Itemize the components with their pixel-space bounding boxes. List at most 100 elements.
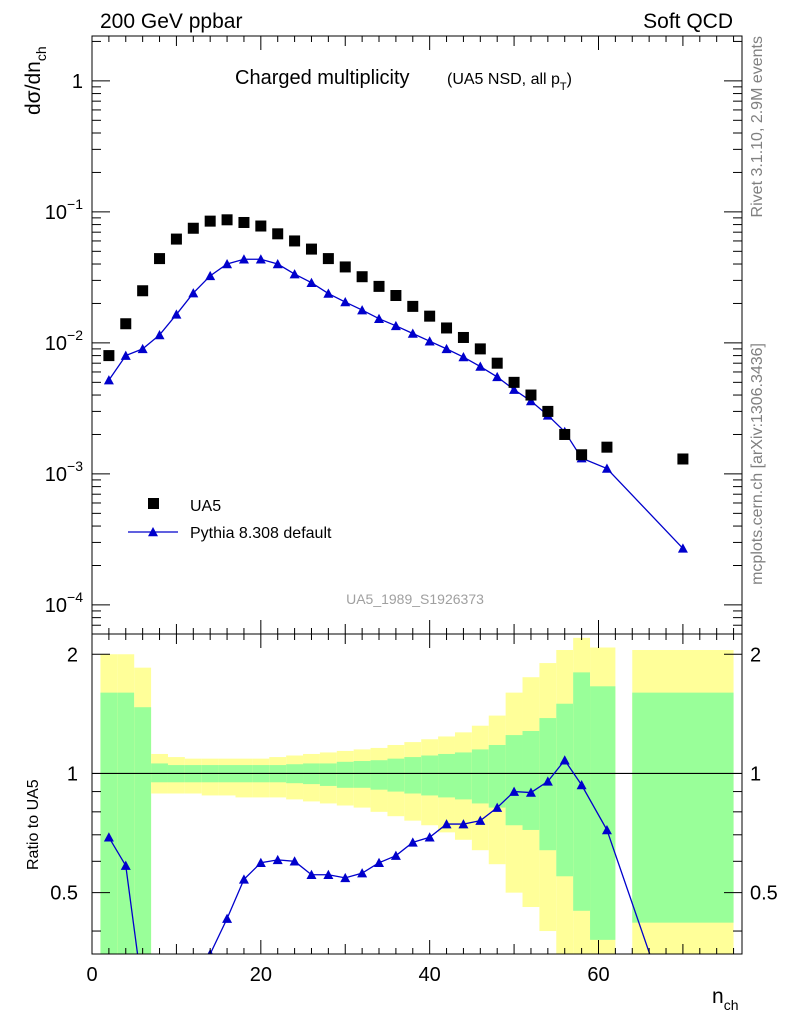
data-point [525, 389, 537, 401]
y-tick-label: 10−4 [45, 589, 83, 617]
data-point [187, 222, 199, 234]
data-point [601, 441, 613, 453]
band-inner [454, 752, 472, 800]
data-point [137, 285, 149, 297]
band-inner [488, 744, 506, 808]
mc-point [340, 297, 351, 307]
mc-point [137, 343, 148, 354]
legend-label-data: UA5 [190, 498, 221, 515]
ratio-point [289, 856, 300, 866]
ratio-y-tick-label-right: 2 [750, 644, 761, 666]
data-point [289, 235, 301, 247]
band-inner [336, 761, 354, 788]
header-right: Soft QCD [643, 10, 733, 33]
mc-point [289, 269, 300, 279]
band-inner [353, 761, 371, 788]
data-point [272, 228, 284, 240]
data-point [170, 233, 182, 245]
y-tick-label: 10−3 [45, 458, 83, 486]
data-point [576, 449, 588, 461]
ratio-point [407, 837, 418, 847]
ratio-point [323, 869, 334, 879]
band-inner [404, 757, 422, 794]
mc-point [601, 463, 612, 473]
data-point [154, 253, 166, 265]
mc-point [390, 320, 401, 331]
ratio-point [306, 869, 317, 879]
band-inner [505, 735, 523, 826]
data-point [474, 343, 486, 355]
ratio-point [542, 776, 553, 786]
ratio-point [492, 802, 503, 812]
band-inner [573, 672, 591, 911]
data-point [356, 271, 368, 283]
data-point [322, 253, 334, 265]
ratio-point [340, 872, 351, 883]
ratio-point [441, 819, 452, 829]
legend: UA5 Pythia 8.308 default [128, 498, 332, 542]
ratio-point [255, 857, 266, 867]
ratio-point [374, 857, 385, 867]
band-inner [421, 755, 439, 796]
x-tick-label: 20 [250, 964, 272, 986]
ratio-y-tick-label-right: 1 [750, 763, 761, 785]
band-inner [370, 760, 388, 790]
data-point [339, 261, 351, 273]
mc-point [407, 328, 418, 338]
data-point [491, 357, 503, 369]
legend-label-mc: Pythia 8.308 default [190, 525, 332, 542]
axes: 0 20 40 60 1 10−1 10−2 10−3 10−4 2 2 1 1 0.5 0.5 [45, 35, 778, 986]
ratio-point [458, 819, 469, 829]
y-tick-label: 1 [72, 71, 83, 93]
mc-point [677, 543, 688, 553]
ylabel-ratio: Ratio to UA5 [25, 779, 42, 870]
ratio-point [559, 755, 570, 765]
mc-point [103, 375, 114, 385]
data-point [238, 216, 250, 228]
ratio-point [601, 824, 612, 835]
mc-point [492, 371, 503, 382]
ylabel-main: dσ/dnch [22, 46, 49, 115]
ratio-series [103, 755, 651, 954]
x-tick-label: 0 [86, 964, 97, 986]
x-tick-label: 40 [419, 964, 441, 986]
ratio-point [576, 780, 587, 790]
x-tick-label: 60 [587, 964, 609, 986]
mc-point [222, 259, 233, 269]
chart-title-main: Charged multiplicity [235, 67, 410, 89]
mc-point [154, 329, 165, 340]
band-inner [387, 758, 405, 792]
data-point [221, 214, 233, 226]
band-inner [319, 763, 337, 786]
mc-point [424, 336, 435, 346]
mc-point [509, 384, 520, 394]
band-inner [632, 692, 734, 923]
ratio-y-tick-label: 1 [67, 763, 78, 785]
xlabel: nch [712, 985, 738, 1013]
mc-point [475, 361, 486, 371]
ratio-y-tick-label: 2 [67, 644, 78, 666]
data-point [120, 318, 132, 330]
data-point [559, 428, 571, 440]
band-inner [522, 731, 540, 830]
ratio-y-tick-label: 0.5 [50, 883, 78, 905]
mc-point [323, 288, 334, 298]
data-point [390, 290, 402, 302]
ratio-point [120, 860, 131, 870]
legend-marker-mc [148, 527, 158, 537]
data-point [542, 405, 554, 417]
mc-point [272, 259, 283, 269]
ratio-frame [91, 633, 743, 955]
ratio-uncertainty-bands [92, 637, 742, 954]
chart-title-sub: (UA5 NSD, all pT) [447, 71, 572, 93]
data-point [677, 453, 689, 465]
data-point [204, 215, 216, 227]
band-inner [117, 692, 135, 954]
y-tick-label: 10−2 [45, 327, 83, 355]
main-series [103, 214, 689, 553]
band-inner [590, 686, 616, 940]
data-point [457, 331, 469, 343]
mc-point [171, 309, 182, 319]
ratio-point [509, 786, 520, 796]
